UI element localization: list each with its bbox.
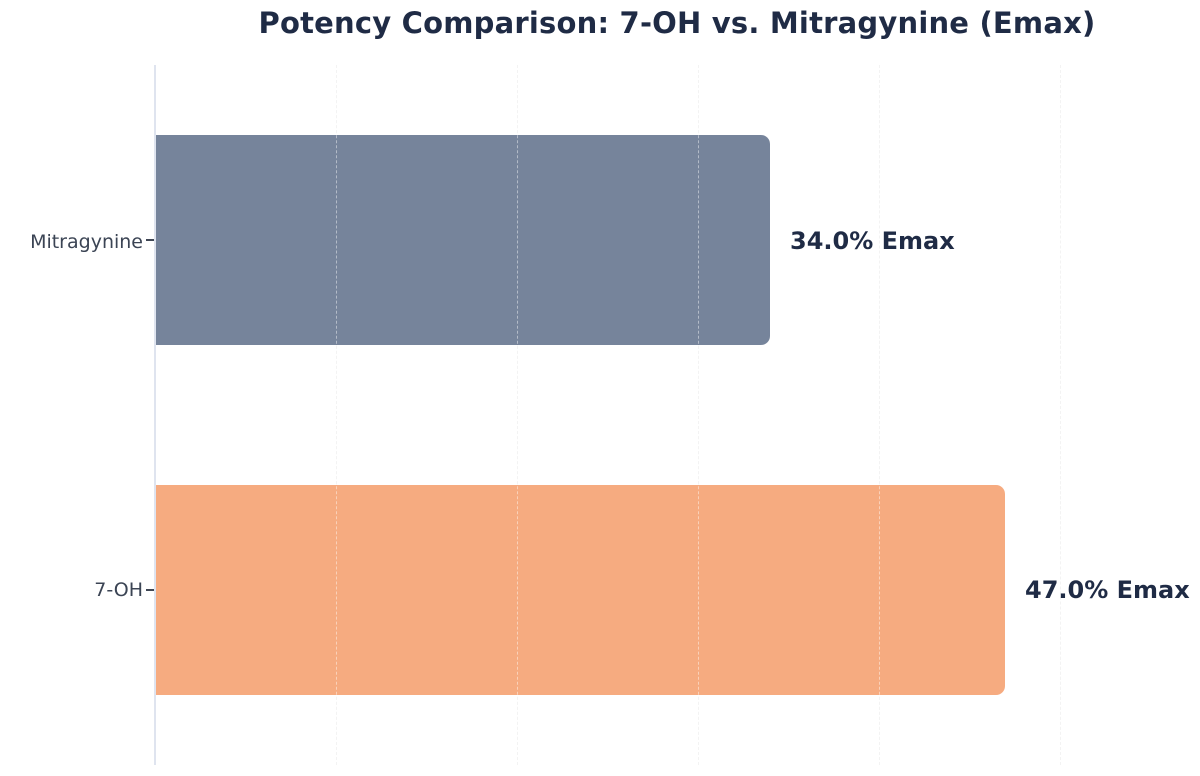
bar-7oh [155, 485, 1005, 695]
y-tick-7oh [146, 589, 154, 591]
y-tick-mitragynine [146, 239, 154, 241]
value-label-7oh: 47.0% Emax [1025, 576, 1190, 604]
bar-mitragynine [155, 135, 770, 345]
category-label-mitragynine: Mitragynine [30, 231, 143, 253]
category-label-7oh: 7-OH [94, 579, 143, 601]
y-axis-line [154, 65, 156, 765]
chart-title: Potency Comparison: 7-OH vs. Mitragynine… [258, 6, 1096, 40]
plot-area: 34.0% Emax 47.0% Emax [146, 65, 1199, 765]
value-label-mitragynine: 34.0% Emax [790, 227, 955, 255]
